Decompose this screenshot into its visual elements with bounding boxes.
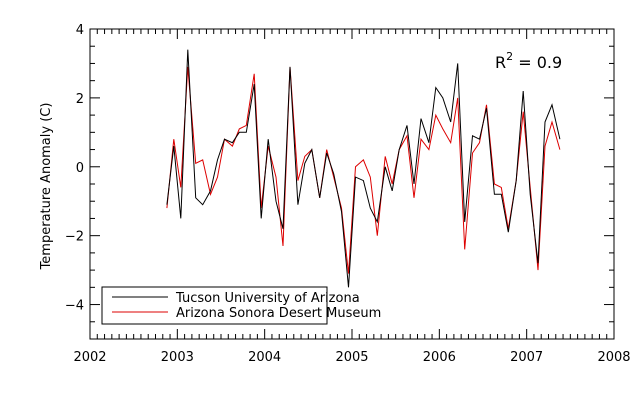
- x-tick-label: 2003: [161, 350, 194, 365]
- legend-label: Tucson University of Arizona: [175, 291, 360, 306]
- x-tick-label: 2008: [597, 350, 630, 365]
- r-squared-superscript: 2: [506, 50, 513, 63]
- x-tick-label: 2004: [248, 350, 281, 365]
- series-line-tucson: [166, 49, 561, 288]
- y-tick-label: 4: [76, 23, 84, 38]
- y-axis: −4 −2 0 2 4: [65, 23, 614, 340]
- legend-box: [101, 286, 328, 325]
- r-squared-annotation: R2 = 0.9: [495, 50, 562, 72]
- x-tick-label: 2002: [73, 350, 106, 365]
- legend-label: Arizona Sonora Desert Museum: [176, 306, 381, 321]
- y-axis-title: Temperature Anomaly (C): [39, 103, 54, 271]
- r-squared-base: R: [495, 53, 506, 72]
- r-squared-value: = 0.9: [513, 53, 562, 72]
- y-tick-label: −2: [65, 230, 84, 245]
- x-tick-label: 2005: [335, 350, 368, 365]
- series-layer: [166, 49, 561, 288]
- x-tick-label: 2007: [510, 350, 543, 365]
- x-axis: 2002 2003 2004 2005 2006 2007 2008: [73, 29, 631, 365]
- y-tick-label: 2: [76, 92, 84, 107]
- y-tick-label: 0: [76, 161, 84, 176]
- series-line-desert-museum: [166, 66, 561, 274]
- y-tick-label: −4: [65, 299, 84, 314]
- x-tick-label: 2006: [423, 350, 456, 365]
